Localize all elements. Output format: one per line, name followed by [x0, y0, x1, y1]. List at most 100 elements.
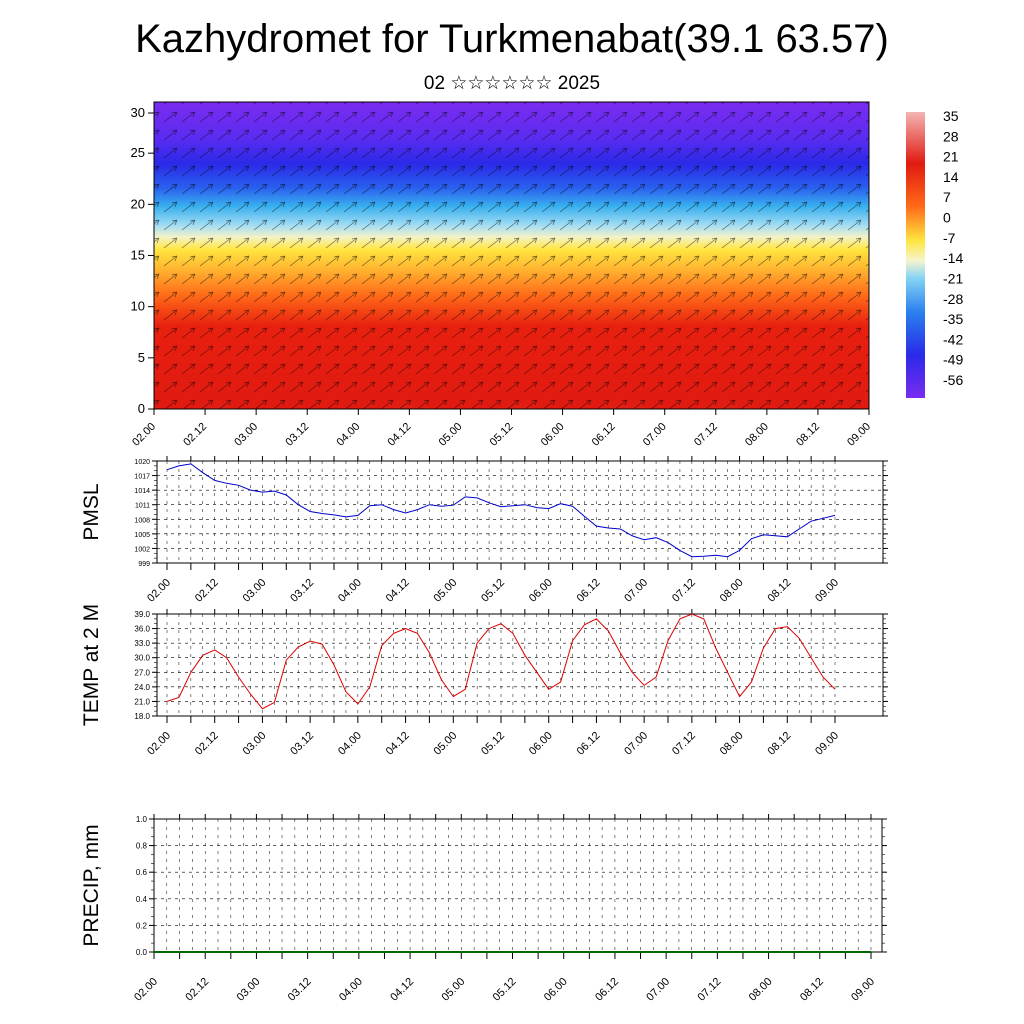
- y-tick-label: 10: [131, 299, 145, 314]
- x-tick-label: 02.00: [145, 577, 173, 605]
- x-tick-label: 08.00: [718, 577, 746, 605]
- y-axis-label: TEMP at 2 M: [80, 604, 103, 726]
- x-tick-label: 04.00: [336, 577, 364, 605]
- y-tick-label: 0.4: [136, 895, 148, 904]
- x-tick-label: 09.00: [845, 421, 873, 449]
- x-tick-label: 05.12: [491, 976, 519, 1004]
- x-tick-label: 04.12: [384, 577, 412, 605]
- x-tick-label: 02.00: [132, 976, 160, 1004]
- colorbar-strip: [906, 112, 925, 398]
- x-tick-label: 06.00: [527, 577, 555, 605]
- x-tick-label: 05.12: [488, 421, 516, 449]
- x-tick-label: 03.12: [286, 976, 314, 1004]
- temp-panel: 18.0 21.0 24.0 27.0 30.0 33.0 36.0 39.0 02.00 02.…: [80, 604, 888, 758]
- x-tick-label: 04.12: [384, 730, 412, 758]
- x-tick-label: 03.12: [288, 577, 316, 605]
- colorbar-label: -14: [943, 250, 963, 266]
- colorbar-label: 0: [943, 210, 951, 226]
- colorbar-label: -35: [943, 311, 963, 327]
- x-tick-label: 04.00: [336, 730, 364, 758]
- plot-frame: [156, 460, 884, 564]
- colorbar-label: 7: [943, 189, 951, 205]
- y-axis-label: PRECIP, mm: [80, 824, 103, 946]
- x-tick-label: 03.00: [232, 421, 260, 449]
- x-tick-label: 05.12: [479, 730, 507, 758]
- x-tick-label: 03.12: [288, 730, 316, 758]
- x-tick-label: 06.12: [593, 976, 621, 1004]
- colorbar-label: 28: [943, 128, 959, 144]
- colorbar-label: -56: [943, 372, 963, 388]
- x-tick-label: 02.12: [181, 421, 209, 449]
- x-tick-label: 03.00: [241, 577, 269, 605]
- y-tick-label: 30.0: [134, 654, 150, 663]
- y-tick-label: 36.0: [134, 625, 150, 634]
- series-line: [166, 613, 836, 710]
- x-tick-label: 07.00: [644, 976, 672, 1004]
- x-tick-label: 07.12: [696, 976, 724, 1004]
- y-tick-label: 18.0: [134, 712, 150, 721]
- y-tick-label: 1002: [134, 546, 150, 553]
- x-tick-label: 09.00: [813, 730, 841, 758]
- x-tick-label: 02.00: [130, 421, 158, 449]
- y-tick-label: 30: [131, 105, 145, 120]
- x-tick-label: 04.00: [337, 976, 365, 1004]
- x-tick-label: 03.00: [235, 976, 263, 1004]
- x-tick-label: 04.12: [386, 421, 414, 449]
- y-tick-label: 15: [131, 248, 145, 263]
- y-tick-label: 0.2: [136, 921, 148, 930]
- y-tick-label: 999: [138, 561, 150, 568]
- x-tick-label: 07.00: [622, 577, 650, 605]
- colorbar: 35 28 21 14 7 0 -7 -14 -21 -28 -35 -42 -49 -56: [906, 108, 963, 398]
- x-tick-label: 08.12: [794, 421, 822, 449]
- y-tick-label: 1005: [134, 532, 150, 539]
- x-tick-label: 03.00: [241, 730, 269, 758]
- x-tick-label: 04.00: [334, 421, 362, 449]
- colorbar-label: -42: [943, 331, 963, 347]
- x-tick-label: 02.12: [183, 976, 211, 1004]
- x-tick-label: 07.12: [692, 421, 720, 449]
- x-tick-label: 05.00: [439, 976, 467, 1004]
- x-tick-label: 02.00: [145, 730, 173, 758]
- y-tick-label: 20: [131, 196, 145, 211]
- y-tick-label: 27.0: [134, 668, 150, 677]
- x-tick-label: 08.00: [747, 976, 775, 1004]
- y-tick-label: 0.6: [136, 868, 148, 877]
- y-axis-label: PMSL: [80, 483, 103, 540]
- x-tick-label: 05.00: [437, 421, 465, 449]
- y-tick-label: 1014: [134, 488, 150, 495]
- colorbar-labels: 35 28 21 14 7 0 -7 -14 -21 -28 -35 -42 -49 -56: [943, 108, 963, 388]
- x-tick-label: 08.12: [765, 730, 793, 758]
- chart-title: Kazhydromet for Turkmenabat(39.1 63.57): [135, 17, 889, 61]
- x-tick-label: 07.00: [622, 730, 650, 758]
- colorbar-label: -49: [943, 352, 963, 368]
- x-tick-label: 08.12: [798, 976, 826, 1004]
- plot-frame: [156, 613, 884, 717]
- colorbar-label: 35: [943, 108, 959, 124]
- colorbar-label: 14: [943, 169, 959, 185]
- x-tick-label: 06.00: [539, 421, 567, 449]
- x-tick-label: 07.12: [670, 577, 698, 605]
- y-tick-label: 5: [138, 350, 145, 365]
- x-tick-label: 04.12: [388, 976, 416, 1004]
- y-tick-label: 21.0: [134, 697, 150, 706]
- y-tick-label: 25: [131, 145, 145, 160]
- colorbar-label: -28: [943, 291, 963, 307]
- x-tick-label: 07.12: [670, 730, 698, 758]
- colorbar-label: -21: [943, 270, 963, 286]
- x-tick-label: 06.00: [527, 730, 555, 758]
- x-tick-label: 06.12: [575, 730, 603, 758]
- x-tick-label: 08.12: [765, 577, 793, 605]
- y-tick-label: 33.0: [134, 639, 150, 648]
- x-tick-label: 06.12: [575, 577, 603, 605]
- x-tick-label: 06.00: [542, 976, 570, 1004]
- colorbar-label: -7: [943, 230, 956, 246]
- y-tick-label: 24.0: [134, 683, 150, 692]
- series-line: [166, 463, 836, 558]
- y-tick-label: 1011: [135, 503, 150, 510]
- warm-surface-blobs: [154, 102, 869, 409]
- pmsl-panel: 999 1002 1005 1008 1011 1014 1017 1020 02.00 02.1…: [80, 456, 888, 605]
- profile-panel: 0 5 10 15 20 25 30 02.00 02.12 03.00 03.12 04.00 04.…: [130, 101, 873, 449]
- x-tick-label: 03.12: [283, 421, 311, 449]
- x-tick-label: 02.12: [193, 577, 221, 605]
